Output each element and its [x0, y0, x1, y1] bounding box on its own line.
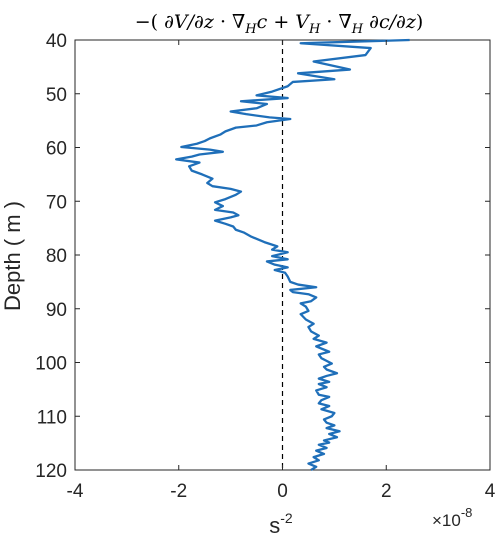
y-tick-label: 120 — [35, 461, 67, 482]
x-multiplier-exponent: -8 — [461, 505, 473, 520]
series-line-0 — [175, 38, 410, 471]
x-tick-label: 2 — [381, 481, 392, 502]
y-tick-label: 70 — [46, 192, 67, 213]
title-close: ) — [416, 11, 423, 33]
axes-box — [74, 39, 491, 471]
y-tick-label: 80 — [46, 246, 67, 267]
title-sub1: H — [244, 22, 257, 37]
title-mid1: · ∇ — [214, 11, 245, 33]
title-vec2: V — [289, 11, 311, 33]
x-axis-label-exponent: -2 — [280, 510, 293, 526]
y-tick-label: 90 — [46, 300, 67, 321]
x-tick-label: -2 — [170, 481, 187, 502]
x-axis-label: s-2 — [269, 510, 293, 538]
y-tick-label: 100 — [35, 354, 67, 375]
y-axis-label: Depth ( m ) — [0, 201, 25, 311]
y-tick-label: 40 — [46, 31, 67, 52]
title-frac2: ∂c/∂z — [363, 11, 417, 33]
x-multiplier-base: ×10 — [432, 511, 461, 530]
x-multiplier: ×10-8 — [432, 505, 472, 530]
x-tick-label: 4 — [485, 481, 496, 502]
x-tick-label: -4 — [67, 481, 84, 502]
title-mid2: c + — [257, 11, 290, 33]
plot-area — [74, 38, 491, 471]
x-axis-label-base: s — [269, 513, 280, 538]
title-frac1: ∂V/∂z — [164, 11, 215, 33]
title-lead: −( — [135, 11, 164, 33]
chart-title: −( ∂V/∂z · ∇Hc + VH · ∇H ∂c/∂z) — [135, 11, 424, 37]
ticks: -4 -2 0 2 4 40 50 60 70 80 90 100 110 120 — [35, 31, 495, 502]
title-sub3: H — [351, 22, 364, 37]
title-sub2: H — [308, 22, 321, 37]
x-tick-label: 0 — [277, 481, 288, 502]
y-tick-label: 110 — [37, 407, 67, 428]
title-mid3: · ∇ — [320, 11, 351, 33]
y-tick-label: 50 — [46, 85, 67, 106]
y-tick-label: 60 — [46, 139, 67, 160]
